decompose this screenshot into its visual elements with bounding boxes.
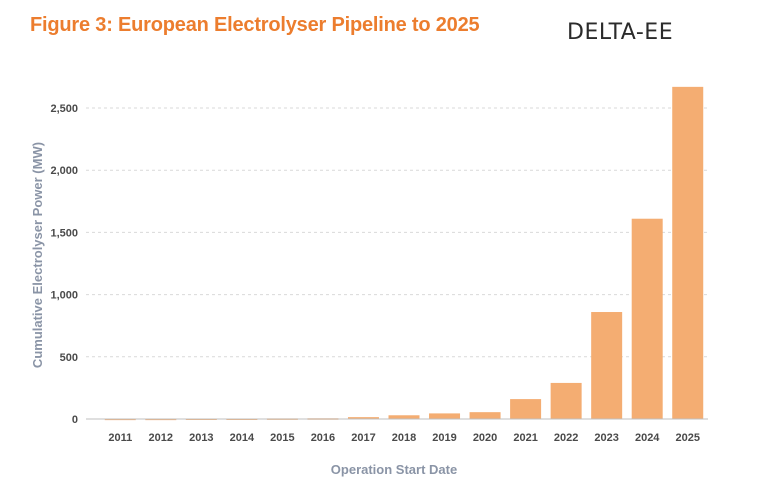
bars <box>104 86 704 421</box>
x-tick-label: 2025 <box>675 432 699 444</box>
x-tick-label: 2014 <box>230 432 255 444</box>
chart-title: Figure 3: European Electrolyser Pipeline… <box>30 14 480 36</box>
x-tick-label: 2021 <box>513 432 537 444</box>
x-tick-label: 2018 <box>392 432 416 444</box>
y-tick-label: 0 <box>72 414 78 426</box>
x-tick-label: 2015 <box>270 432 294 444</box>
y-tick-label: 1,000 <box>50 290 78 302</box>
x-tick-label: 2019 <box>432 432 456 444</box>
bar-2019 <box>429 413 461 419</box>
x-axis-title: Operation Start Date <box>331 462 457 477</box>
delta-ee-logo: DELTA-EE <box>567 20 674 45</box>
y-tick-label: 1,500 <box>50 227 78 239</box>
bar-2020 <box>469 412 501 419</box>
x-tick-labels: 2011 2012 2013 2014 2015 2016 2017 2018 2019 2020… <box>108 432 700 444</box>
bar-2024 <box>631 218 663 419</box>
x-tick-label: 2017 <box>351 432 375 444</box>
bar-2021 <box>510 399 542 419</box>
x-tick-label: 2013 <box>189 432 213 444</box>
bar-2017 <box>347 417 379 419</box>
x-tick-label: 2023 <box>594 432 618 444</box>
x-tick-label: 2024 <box>635 432 660 444</box>
x-tick-label: 2022 <box>554 432 578 444</box>
x-tick-label: 2020 <box>473 432 497 444</box>
y-tick-label: 2,500 <box>50 103 78 115</box>
bar-2022 <box>550 382 582 419</box>
bar-2023 <box>591 312 623 419</box>
x-tick-label: 2012 <box>149 432 173 444</box>
x-tick-label: 2011 <box>108 432 132 444</box>
y-tick-labels: 0 500 1,000 1,500 2,000 2,500 <box>50 103 78 426</box>
y-axis-title: Cumulative Electrolyser Power (MW) <box>30 142 45 368</box>
bar-2018 <box>388 415 420 419</box>
y-tick-label: 500 <box>60 352 78 364</box>
bar-2025 <box>672 86 704 420</box>
y-tick-label: 2,000 <box>50 165 78 177</box>
x-tick-label: 2016 <box>311 432 335 444</box>
